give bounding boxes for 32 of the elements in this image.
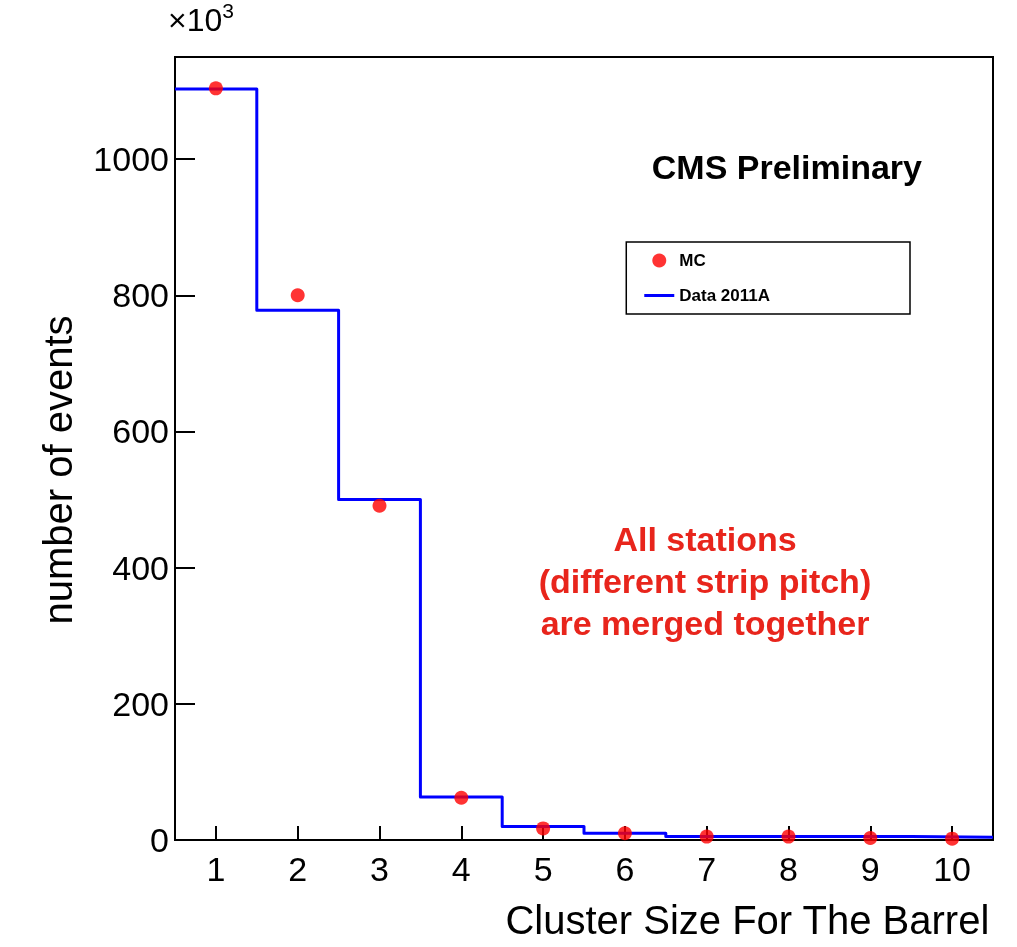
point xyxy=(945,831,960,846)
point xyxy=(536,821,551,836)
y-tick-label: 200 xyxy=(112,684,169,723)
legend-label: Data 2011A xyxy=(679,286,771,305)
point xyxy=(617,826,632,841)
y-axis-title: number of events xyxy=(36,315,80,625)
y-tick-label: 1000 xyxy=(93,140,169,179)
x-tick-label: 6 xyxy=(615,850,635,888)
point xyxy=(863,830,878,845)
x-tick-label: 5 xyxy=(533,850,553,888)
point xyxy=(208,81,223,96)
x-tick-label: 8 xyxy=(779,850,798,888)
point xyxy=(372,498,387,513)
annotation: All stations (different strip pitch) are merged together xyxy=(538,520,872,642)
x-tick-label: 2 xyxy=(288,850,308,888)
x-tick-label: 10 xyxy=(933,850,972,888)
point xyxy=(781,829,796,844)
y-tick-label: 0 xyxy=(150,821,169,859)
y-tick-label: 800 xyxy=(112,276,169,315)
x-tick-label: 1 xyxy=(206,850,226,888)
x-tick-label: 4 xyxy=(451,850,471,888)
x-tick-label: 3 xyxy=(370,850,389,888)
x-axis-title: Cluster Size For The Barrel xyxy=(505,898,990,942)
annotation: CMS Preliminary xyxy=(651,148,923,186)
x-tick-label: 9 xyxy=(860,850,880,888)
y-tick-label: 600 xyxy=(112,412,169,451)
y-tick-label: 400 xyxy=(112,548,169,587)
point xyxy=(699,829,714,844)
point xyxy=(454,790,469,805)
x-tick-label: 7 xyxy=(697,850,717,888)
legend-label: MC xyxy=(679,251,706,270)
point xyxy=(290,288,305,303)
